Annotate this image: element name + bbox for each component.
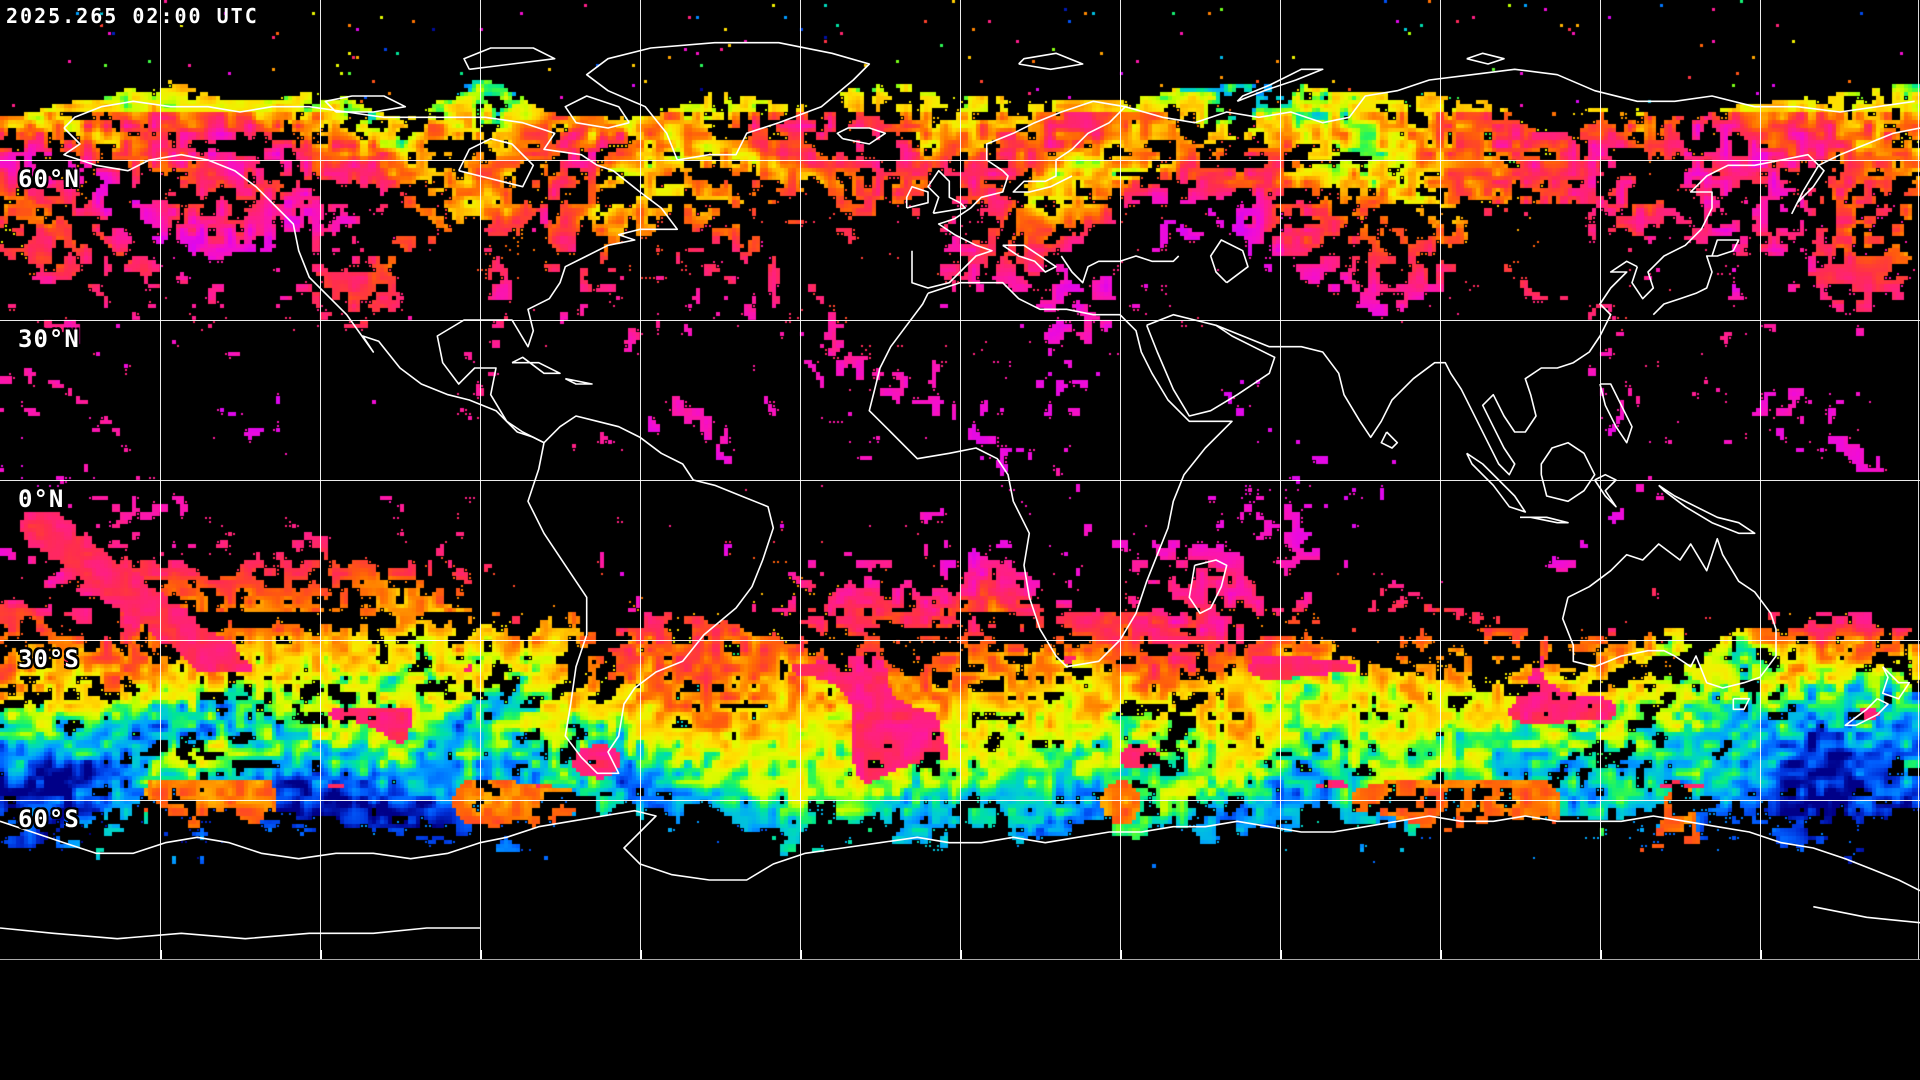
coastline-path	[1145, 313, 1276, 417]
coastline-path	[1631, 127, 1920, 300]
map-edge-tick	[1120, 950, 1122, 959]
coastline-path	[63, 100, 679, 444]
coastline-path	[1599, 383, 1633, 444]
coastline-path	[1652, 239, 1740, 316]
map-edge-tick	[1280, 950, 1282, 959]
coastline-path	[324, 95, 407, 113]
map-bottom-border	[0, 959, 1920, 960]
meridian-line	[1280, 0, 1281, 959]
map-edge-tick	[960, 950, 962, 959]
map-edge-tick	[640, 950, 642, 959]
coastline-path	[1520, 516, 1569, 524]
latitude-label: 60°N	[18, 165, 80, 193]
coastline-path	[63, 127, 545, 444]
timestamp: 2025.265 02:00 UTC	[6, 4, 259, 28]
parallel-line	[0, 480, 1920, 481]
coastline-path	[1881, 666, 1911, 700]
meridian-line	[1440, 0, 1441, 959]
coastline-path	[511, 356, 561, 375]
coastlines-layer	[0, 41, 1920, 940]
coastline-path	[1813, 905, 1920, 924]
meridian-line	[640, 0, 641, 959]
coastline-path	[1125, 68, 1915, 124]
map-edge-tick	[1600, 950, 1602, 959]
coastline-path	[585, 41, 871, 161]
map-right-border	[1918, 0, 1919, 959]
coastline-path	[1380, 431, 1399, 449]
coastline-path	[564, 377, 593, 385]
coastline-path	[457, 137, 535, 188]
coastline-path	[1465, 452, 1527, 513]
coastline-path	[905, 185, 929, 209]
coastline-path	[1002, 244, 1057, 273]
coastline-path	[463, 47, 556, 71]
world-map: 60°N 30°N 0°N 30°S 60°S 2025.265 02:00 UTC	[0, 0, 1920, 960]
coastline-path	[1060, 255, 1180, 284]
coastline-path	[911, 170, 1009, 289]
coastline-path	[1658, 484, 1756, 535]
latitude-label: 60°S	[18, 805, 80, 833]
map-edge-tick	[160, 950, 162, 959]
map-edge-tick	[1440, 950, 1442, 959]
coastline-path	[1594, 473, 1617, 508]
meridian-line	[1120, 0, 1121, 959]
coastline-path	[868, 281, 1233, 668]
coastline-path	[1188, 559, 1228, 615]
meridian-line	[960, 0, 961, 959]
coastline-path	[985, 100, 1127, 193]
coastline-path	[0, 809, 1920, 892]
coastline-path	[1540, 441, 1596, 503]
legend: 024681012141620 Bottom height of slw air…	[0, 960, 1920, 1080]
coastline-path	[1018, 52, 1084, 71]
coastline-path	[564, 95, 630, 129]
meridian-line	[800, 0, 801, 959]
meridian-line	[320, 0, 321, 959]
latitude-label: 30°N	[18, 325, 80, 353]
meridian-line	[160, 0, 161, 959]
coastline-path	[527, 415, 775, 775]
meridian-line	[480, 0, 481, 959]
coastline-path	[1236, 68, 1324, 103]
coastline-path	[836, 127, 887, 145]
meridian-line	[1760, 0, 1761, 959]
coastline-path	[1209, 239, 1249, 284]
meridian-line	[1600, 0, 1601, 959]
coastline-path	[0, 927, 480, 940]
latitude-label: 30°S	[18, 645, 80, 673]
parallel-line	[0, 320, 1920, 321]
map-edge-tick	[1760, 950, 1762, 959]
coastline-path	[1844, 697, 1889, 727]
map-edge-tick	[320, 950, 322, 959]
coastline-path	[1732, 697, 1751, 711]
map-edge-tick	[800, 950, 802, 959]
parallel-line	[0, 640, 1920, 641]
latitude-label: 0°N	[18, 485, 65, 513]
map-edge-tick	[480, 950, 482, 959]
parallel-line	[0, 800, 1920, 801]
coastline-path	[1466, 52, 1505, 65]
coastline-path	[927, 169, 967, 215]
parallel-line	[0, 160, 1920, 161]
coastline-path	[1561, 537, 1777, 689]
